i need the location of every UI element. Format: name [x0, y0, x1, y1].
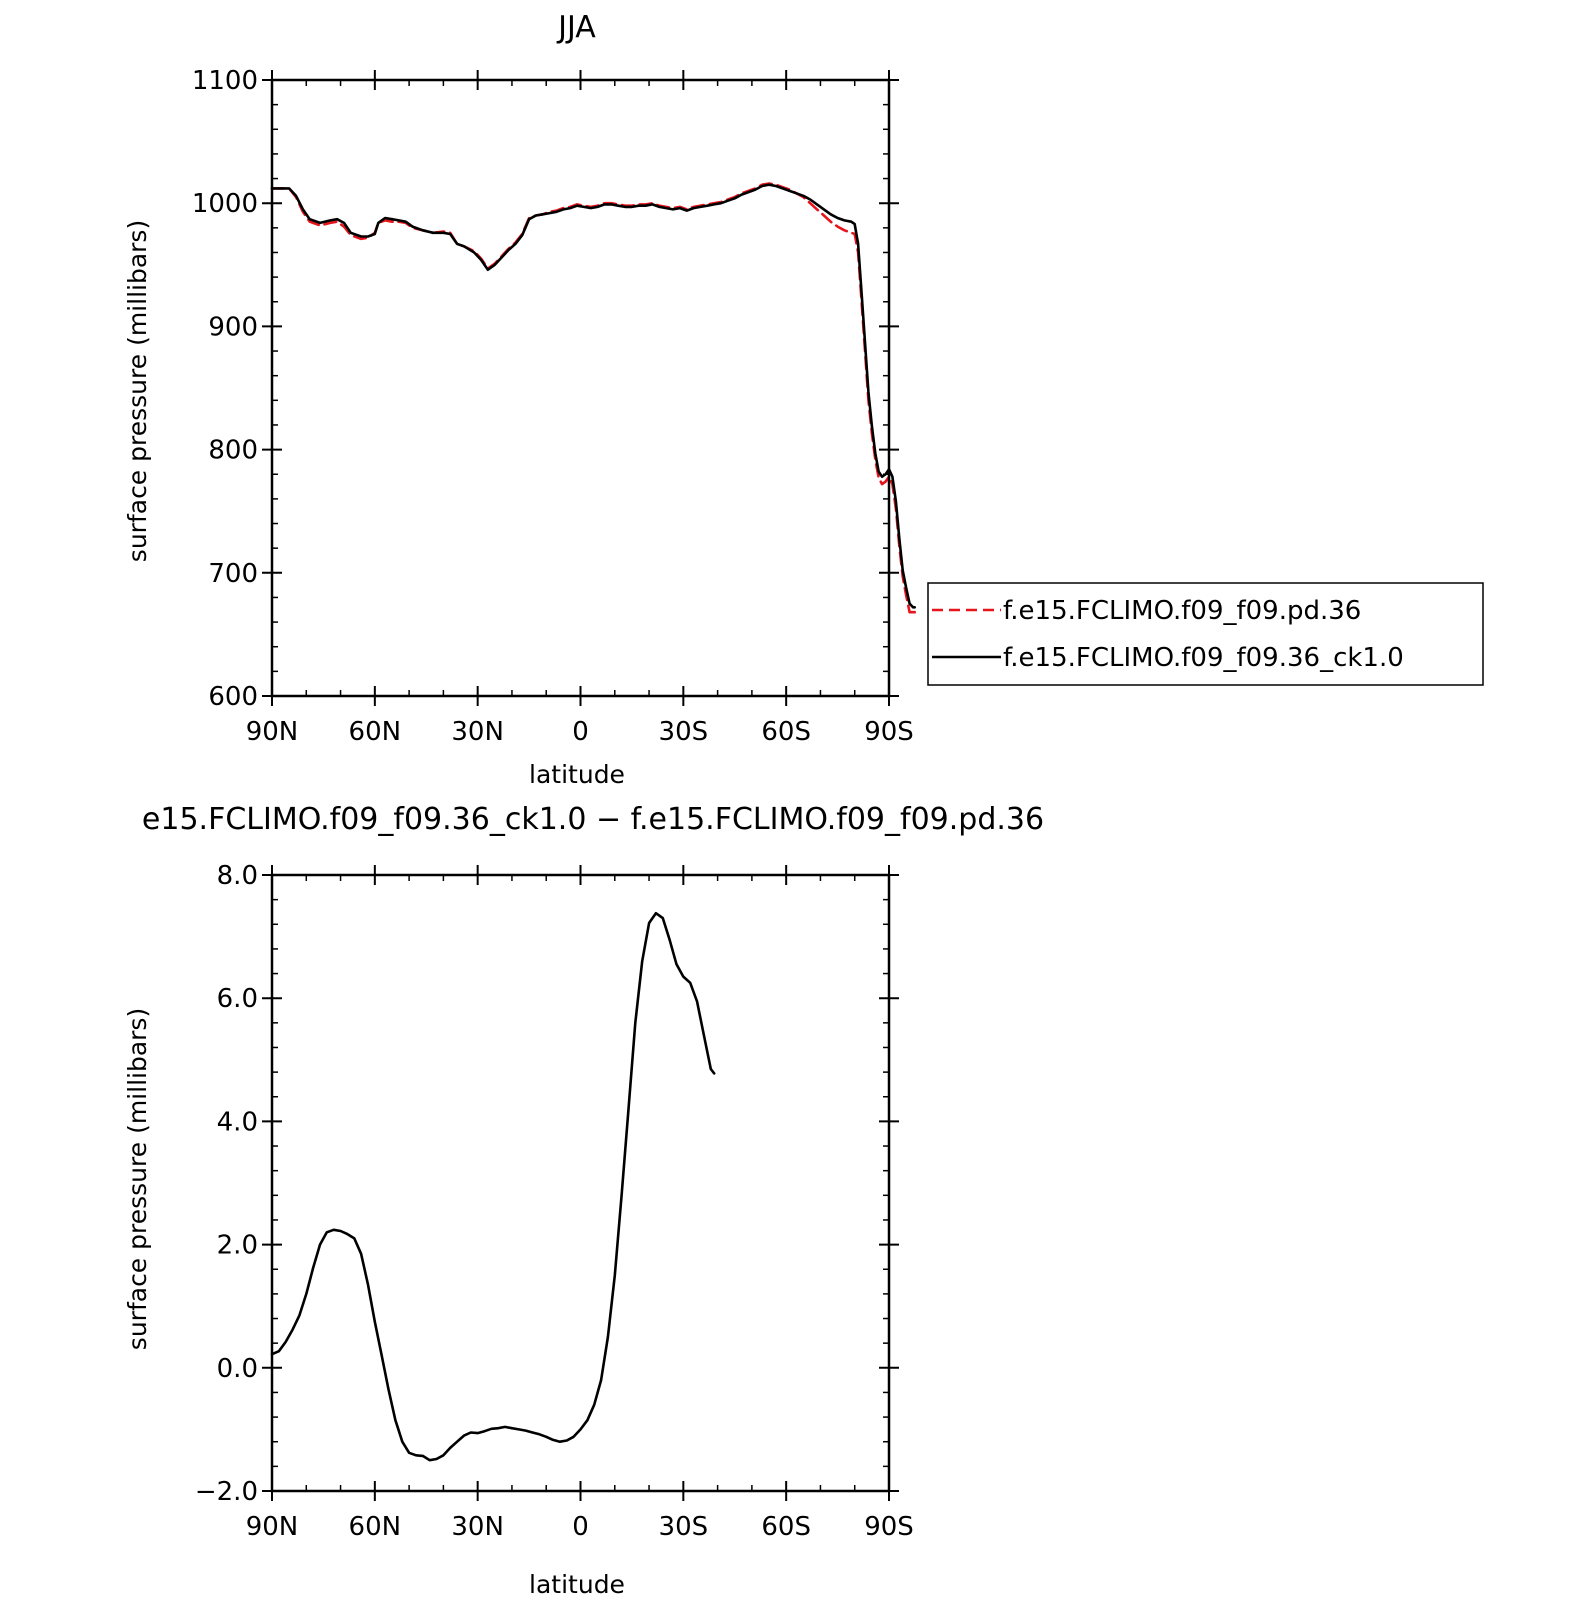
legend-box [927, 582, 1484, 686]
y-tick-label: 4.0 [217, 1107, 258, 1137]
chart-surface-pressure-jja: JJA latitude surface pressure (millibars… [123, 10, 1484, 789]
chart-surface-pressure-difference: e15.FCLIMO.f09_f09.36_ck1.0 − f.e15.FCLI… [123, 802, 1044, 1599]
legend-entry-2: f.e15.FCLIMO.f09_f09.36_ck1.0 [1003, 643, 1404, 673]
y-tick-label: 900 [208, 312, 258, 342]
y-tick-label: 800 [208, 436, 258, 466]
x-tick-label: 60N [349, 1512, 402, 1542]
y-tick-label: 6.0 [217, 984, 258, 1014]
plot-lines [270, 911, 716, 1462]
y-tick-label: 700 [208, 559, 258, 589]
x-tick-label: 90N [246, 717, 299, 747]
y-tick-label: 8.0 [217, 861, 258, 891]
x-tick-label: 0 [572, 717, 589, 747]
plot-frame [270, 873, 891, 1493]
x-tick-label: 90S [864, 1512, 914, 1542]
y-tick-labels: 600 700 800 900 1000 1100 [192, 66, 258, 712]
x-tick-label: 30S [659, 1512, 709, 1542]
legend-entry-1: f.e15.FCLIMO.f09_f09.pd.36 [1003, 596, 1361, 626]
series-line-1 [270, 911, 716, 1462]
y-tick-label: 1100 [192, 66, 258, 96]
x-axis-label: latitude [529, 760, 625, 789]
chart-title: e15.FCLIMO.f09_f09.36_ck1.0 − f.e15.FCLI… [142, 802, 1044, 837]
series-line-2 [270, 183, 916, 609]
x-tick-label: 60S [761, 1512, 811, 1542]
y-tick-label: 2.0 [217, 1231, 258, 1261]
y-tick-label: 0.0 [217, 1354, 258, 1384]
x-tick-label: 90S [864, 717, 914, 747]
x-tick-label: 60N [349, 717, 402, 747]
plot-lines [270, 182, 916, 614]
y-axis-label: surface pressure (millibars) [123, 1008, 152, 1350]
y-tick-labels: −2.0 0.0 2.0 4.0 6.0 8.0 [195, 861, 258, 1507]
x-tick-label: 60S [761, 717, 811, 747]
y-axis-label: surface pressure (millibars) [123, 220, 152, 562]
y-tick-label: −2.0 [195, 1477, 258, 1507]
x-axis-label: latitude [529, 1570, 625, 1599]
legend: f.e15.FCLIMO.f09_f09.pd.36 f.e15.FCLIMO.… [927, 582, 1484, 686]
x-tick-labels: 90N 60N 30N 0 30S 60S 90S [246, 717, 914, 747]
x-tick-label: 30S [659, 717, 709, 747]
y-tick-label: 600 [208, 682, 258, 712]
x-tick-label: 90N [246, 1512, 299, 1542]
x-tick-label: 30N [451, 1512, 504, 1542]
plot-frame [270, 78, 891, 698]
chart-title: JJA [556, 10, 596, 45]
x-tick-label: 30N [451, 717, 504, 747]
x-tick-label: 0 [572, 1512, 589, 1542]
y-tick-label: 1000 [192, 189, 258, 219]
x-tick-labels: 90N 60N 30N 0 30S 60S 90S [246, 1512, 914, 1542]
